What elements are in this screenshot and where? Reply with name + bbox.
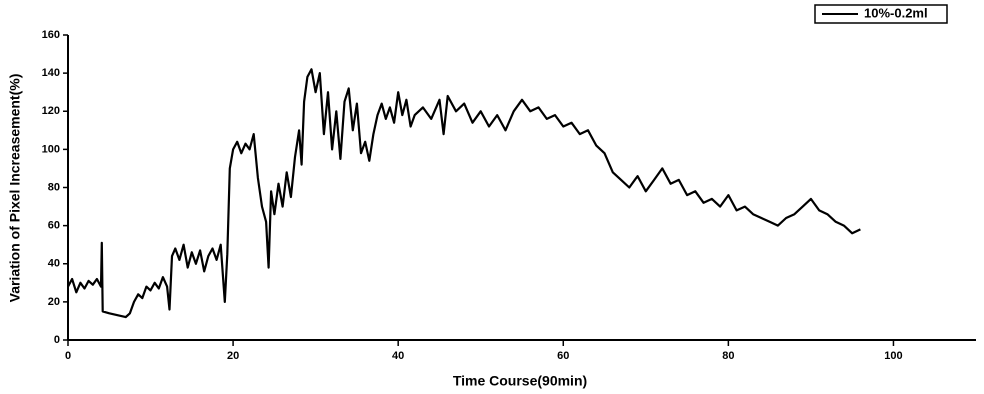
x-tick-label: 60 — [557, 350, 569, 362]
legend-box — [814, 4, 948, 24]
y-tick-label: 160 — [42, 29, 60, 41]
y-tick-label: 40 — [48, 258, 60, 270]
y-tick-label: 140 — [42, 67, 60, 79]
x-axis-title: Time Course(90min) — [453, 373, 587, 389]
legend-label: 10%-0.2ml — [864, 5, 928, 20]
y-tick-label: 20 — [48, 296, 60, 308]
data-line — [67, 68, 861, 319]
y-tick-label: 100 — [42, 143, 60, 155]
y-tick-label: 0 — [54, 334, 60, 346]
x-tick-label: 80 — [722, 350, 734, 362]
y-tick-label: 60 — [48, 220, 60, 232]
x-tick-label: 40 — [392, 350, 404, 362]
y-tick-label: 120 — [42, 105, 60, 117]
x-tick-label: 100 — [884, 350, 902, 362]
y-axis-title: Variation of Pixel Increasement(%) — [7, 74, 23, 303]
x-tick-label: 20 — [227, 350, 239, 362]
y-tick-label: 80 — [48, 181, 60, 193]
x-tick-label: 0 — [65, 350, 71, 362]
